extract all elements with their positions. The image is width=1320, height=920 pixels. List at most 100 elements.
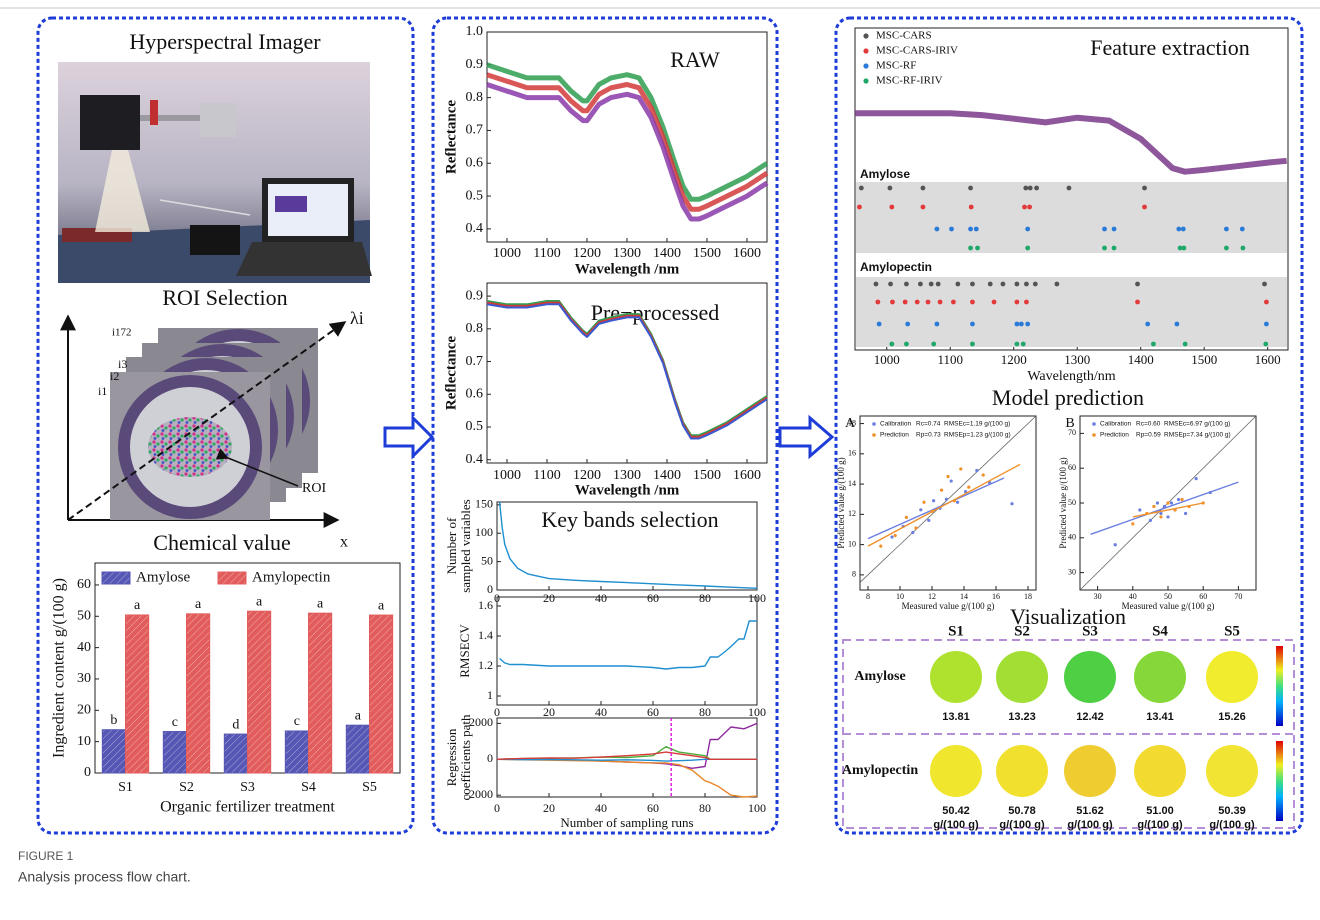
y-axis-label: Number of — [444, 517, 459, 574]
x-tick-label: 1000 — [874, 352, 900, 367]
x-tick-label: 8 — [866, 592, 870, 601]
axis-label: λi — [350, 308, 364, 328]
x-tick-label: 1600 — [733, 246, 761, 261]
x-tick-label: S1 — [118, 780, 133, 795]
selected-band — [1264, 300, 1269, 305]
y-tick-label: 50 — [481, 553, 493, 567]
x-tick-label: 18 — [1024, 592, 1032, 601]
x-tick-label: 80 — [699, 591, 711, 605]
bar-annotation: c — [172, 715, 178, 730]
y-axis-label: Reflectance — [443, 336, 459, 410]
chart-title: Key bands selection — [541, 507, 718, 532]
scatter-point — [1166, 515, 1169, 518]
y-tick-label: 0 — [487, 751, 493, 765]
x-tick-label: 1500 — [693, 246, 721, 261]
selected-band — [1174, 322, 1179, 327]
x-tick-label: 40 — [595, 801, 607, 815]
selected-band — [1176, 227, 1181, 232]
legend-label: Calibration — [880, 421, 911, 428]
selected-band — [992, 300, 997, 305]
scatter-point — [946, 475, 949, 478]
selected-band — [970, 282, 975, 287]
chart-title: Feature extraction — [1090, 35, 1249, 60]
bar-annotation: a — [195, 597, 202, 612]
x-axis-label: Wavelength /nm — [575, 482, 680, 498]
bar-annotation: a — [256, 594, 263, 609]
bar-annotation: c — [294, 714, 300, 729]
selected-band — [1014, 282, 1019, 287]
x-tick-label: 1400 — [653, 246, 681, 261]
selected-band — [1024, 282, 1029, 287]
selected-band — [1264, 322, 1269, 327]
chart-title: RAW — [670, 47, 720, 72]
selected-band — [970, 322, 975, 327]
x-tick-label: 1300 — [613, 246, 641, 261]
y-tick-label: 50 — [77, 609, 91, 624]
y-axis-label: Regression — [444, 728, 459, 786]
selected-band — [1014, 342, 1019, 347]
selected-band — [1142, 186, 1147, 191]
sample-value: 13.81 — [942, 711, 970, 723]
y-tick-label: 30 — [1068, 567, 1076, 576]
group-band — [856, 277, 1287, 347]
x-tick-label: 1500 — [693, 468, 721, 483]
panel-title: ROI Selection — [162, 285, 287, 310]
selected-band — [929, 282, 934, 287]
fit-line — [1091, 482, 1239, 534]
selected-band — [1033, 282, 1038, 287]
y-tick-label: 0.5 — [466, 419, 484, 434]
scatter-point — [1159, 515, 1162, 518]
sample-map — [1206, 745, 1258, 797]
selected-band — [875, 300, 880, 305]
legend-swatch — [218, 572, 246, 584]
scatter-point — [1149, 519, 1152, 522]
selected-band — [888, 186, 893, 191]
scatter-point — [950, 479, 953, 482]
bar-annotation: d — [232, 717, 239, 732]
y-tick-label: 30 — [77, 671, 91, 686]
selected-band — [1240, 227, 1245, 232]
x-tick-label: 20 — [543, 705, 555, 719]
scatter-point — [1138, 508, 1141, 511]
y-axis-label: Predicted value g/(100 g) — [1058, 457, 1068, 548]
sample-map — [1134, 651, 1186, 703]
y-tick-label: 1.2 — [478, 658, 493, 672]
colorbar — [1276, 741, 1283, 821]
x-tick-label: 1000 — [493, 246, 521, 261]
selected-band — [1025, 322, 1030, 327]
y-tick-label: 0.6 — [466, 386, 484, 401]
y-tick-label: 1.4 — [478, 628, 493, 642]
selected-band — [935, 322, 940, 327]
bar — [126, 615, 149, 773]
selected-band — [857, 205, 862, 210]
y-axis-label: RMSECV — [457, 624, 472, 678]
selected-band — [1112, 246, 1117, 251]
selected-band — [1024, 300, 1029, 305]
band-label: i172 — [112, 327, 132, 339]
legend-label: Prediction — [880, 432, 909, 439]
sample-map — [1134, 745, 1186, 797]
spectrum-line — [855, 113, 1287, 171]
selected-band — [1241, 246, 1246, 251]
x-tick-label: 1200 — [573, 246, 601, 261]
fit-line — [868, 478, 1004, 539]
x-axis-label: Organic fertilizer treatment — [160, 799, 335, 816]
selected-band — [1027, 205, 1032, 210]
legend-label: Calibration — [1100, 421, 1131, 428]
y-axis-label: Predicted value g/(100 g) — [836, 457, 846, 548]
x-tick-label: 1100 — [937, 352, 963, 367]
sample-value: 50.78 — [1008, 805, 1036, 817]
legend-stat: Rc=0.74 — [916, 421, 941, 428]
scatter-point — [982, 473, 985, 476]
instrument-photo — [58, 62, 372, 283]
selected-band — [903, 300, 908, 305]
selected-band — [1151, 342, 1156, 347]
y-tick-label: 0.8 — [466, 90, 484, 105]
selected-band — [889, 342, 894, 347]
scatter-point — [967, 486, 970, 489]
selected-band — [988, 282, 993, 287]
selected-band — [904, 342, 909, 347]
band-label: i3 — [118, 357, 127, 371]
selected-band — [1263, 342, 1268, 347]
y-tick-label: 10 — [77, 734, 91, 749]
